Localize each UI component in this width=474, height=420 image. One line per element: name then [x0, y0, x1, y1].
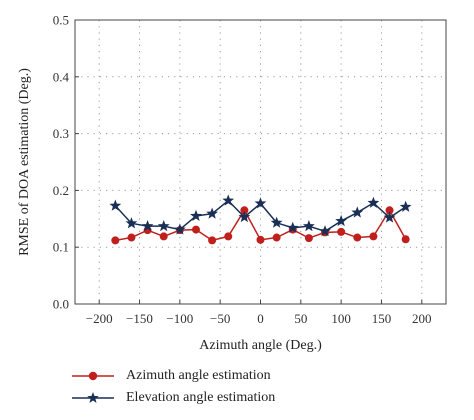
legend-swatch-elevation: [72, 392, 114, 403]
data-point: [141, 219, 154, 232]
y-tick-label: 0.5: [53, 13, 69, 28]
data-point: [367, 196, 380, 208]
legend-swatch-azimuth: [72, 371, 114, 381]
data-point: [238, 210, 251, 223]
data-point: [157, 219, 170, 232]
data-point: [127, 233, 136, 242]
series-layer: [109, 194, 412, 245]
y-tick-label: 0.4: [53, 69, 70, 84]
data-point: [351, 206, 364, 218]
data-point: [191, 225, 200, 234]
data-point: [272, 233, 281, 242]
data-point: [254, 197, 267, 209]
y-tick-label: 0.0: [53, 297, 69, 312]
x-tick-label: −100: [166, 311, 193, 326]
x-tick-label: 0: [257, 311, 264, 326]
data-point: [190, 209, 202, 221]
x-axis-label: Azimuth angle (Deg.): [199, 338, 322, 353]
legend-label-azimuth: Azimuth angle estimation: [126, 368, 271, 383]
legend-item-azimuth: Azimuth angle estimation: [70, 365, 275, 387]
y-tick-label: 0.1: [53, 240, 69, 255]
data-point: [270, 216, 283, 228]
x-tick-label: −50: [210, 311, 230, 326]
data-point: [111, 236, 120, 245]
data-point: [159, 232, 168, 241]
x-tick-label: 200: [412, 311, 432, 326]
data-point: [369, 232, 378, 241]
data-point: [401, 235, 410, 244]
x-tick-label: −200: [86, 311, 113, 326]
data-point: [125, 217, 138, 229]
x-tick-label: 150: [372, 311, 392, 326]
grid: [75, 19, 446, 305]
legend-item-elevation: Elevation angle estimation: [70, 387, 275, 409]
series-elevation: [109, 194, 412, 237]
x-tick-label: 50: [294, 311, 307, 326]
x-axis: −200 −150 −100 −50 0 50 100 150 200: [86, 300, 432, 326]
data-point: [109, 199, 122, 211]
data-point: [304, 234, 313, 243]
y-tick-label: 0.3: [53, 126, 69, 141]
data-point: [383, 211, 396, 223]
data-point: [173, 223, 186, 235]
data-point: [206, 207, 219, 219]
data-point: [335, 214, 348, 227]
data-point: [399, 200, 412, 212]
y-axis-label: RMSE of DOA estimation (Deg.): [17, 68, 32, 256]
data-point: [256, 235, 265, 244]
x-tick-label: −150: [126, 311, 153, 326]
y-tick-label: 0.2: [53, 183, 69, 198]
data-point: [208, 236, 217, 245]
data-point: [224, 232, 233, 241]
data-point: [222, 194, 235, 206]
data-point: [319, 225, 331, 237]
plot-area: [74, 19, 447, 305]
data-point: [385, 206, 394, 215]
x-tick-label: 100: [331, 311, 351, 326]
data-point: [240, 206, 249, 215]
data-point: [353, 233, 362, 242]
y-axis: 0.0 0.1 0.2 0.3 0.4 0.5: [53, 13, 79, 312]
data-point: [337, 227, 346, 236]
data-point: [302, 219, 315, 232]
data-point: [286, 221, 299, 233]
legend-label-elevation: Elevation angle estimation: [126, 390, 276, 405]
legend: Azimuth angle estimation Elevation angle…: [70, 365, 275, 409]
